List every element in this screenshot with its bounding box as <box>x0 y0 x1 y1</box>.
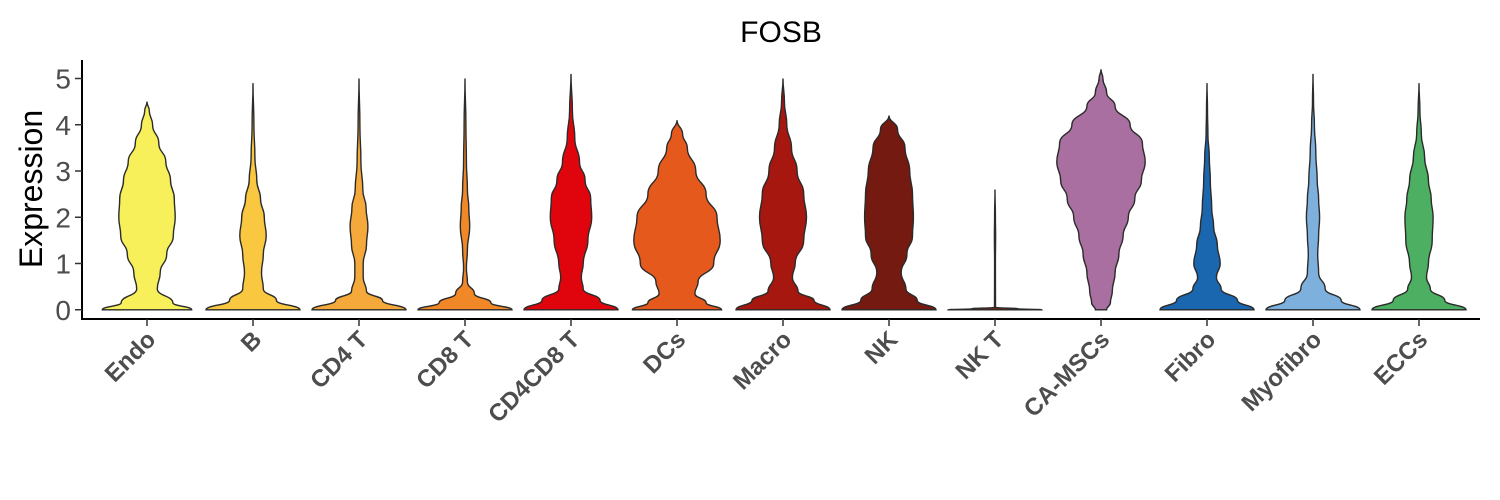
y-tick-label: 0 <box>55 295 71 326</box>
x-tick-label: CA-MSCs <box>1019 326 1115 422</box>
x-tick-label: Fibro <box>1160 326 1222 388</box>
violin-nk-t <box>947 188 1043 311</box>
y-ticks: 0 1 2 3 4 5 <box>55 64 82 326</box>
violin-myofibro <box>1265 73 1361 311</box>
chart-title: FOSB <box>740 16 822 49</box>
x-tick-label: Macro <box>728 326 797 395</box>
violin-endo <box>101 100 193 311</box>
x-tick-label: CD8 T <box>411 326 479 394</box>
x-tick-label: NK <box>860 326 904 370</box>
violin-fibro <box>1159 82 1255 311</box>
y-tick-label: 1 <box>55 249 71 280</box>
x-tick-label: CD4 T <box>305 326 373 394</box>
x-tick-label: ECCs <box>1369 326 1433 390</box>
x-tick-label: NK T <box>951 326 1010 385</box>
violin-dcs <box>631 120 723 311</box>
y-tick-label: 4 <box>55 110 71 141</box>
violin-cd4cd8-t <box>523 73 619 311</box>
x-tick-label: DCs <box>638 326 691 379</box>
y-tick-label: 3 <box>55 156 71 187</box>
x-ticks: Endo B CD4 T CD8 T CD4CD8 T DCs Macro NK NK T CA-… <box>100 319 1433 428</box>
violin-eccs <box>1371 82 1467 311</box>
x-tick-label: Endo <box>100 326 162 388</box>
violin-group <box>101 68 1467 311</box>
violin-macro <box>735 77 831 311</box>
violin-ca-mscs <box>1056 68 1146 311</box>
y-tick-label: 2 <box>55 202 71 233</box>
y-axis-label: Expression <box>13 110 49 268</box>
violin-nk <box>841 115 937 311</box>
violin-cd4-t <box>311 78 407 311</box>
y-tick-label: 5 <box>55 64 71 95</box>
x-tick-label: Myofibro <box>1237 326 1328 417</box>
violin-cd8-t <box>417 78 513 311</box>
x-tick-label: B <box>236 326 267 357</box>
x-tick-label: CD4CD8 T <box>483 326 585 428</box>
violin-b <box>205 82 301 311</box>
